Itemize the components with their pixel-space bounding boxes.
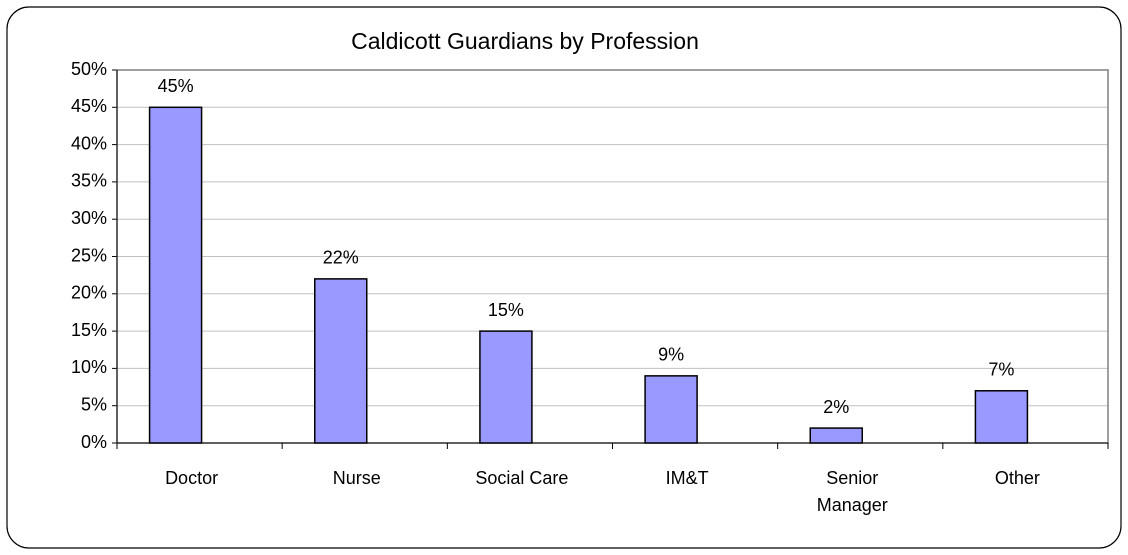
value-label: 15%: [488, 300, 524, 320]
bar: [148, 106, 203, 444]
x-tick-label: Social Care: [475, 468, 569, 488]
x-tick-label: Nurse: [332, 468, 381, 488]
y-tick-label: 35%: [71, 171, 107, 191]
y-tick-label: 0%: [81, 432, 107, 452]
x-tick-label: Doctor: [165, 468, 219, 488]
chart-border: [6, 6, 1122, 549]
value-label: 45%: [158, 76, 194, 96]
value-label: 2%: [823, 397, 849, 417]
y-tick-label: 45%: [71, 96, 107, 116]
bar: [479, 330, 533, 444]
value-label: 7%: [988, 360, 1014, 380]
y-tick-label: 20%: [71, 283, 107, 303]
y-tick-label: 30%: [71, 208, 107, 228]
value-label: 9%: [658, 345, 684, 365]
x-tick-label: Other: [994, 468, 1040, 488]
y-tick-label: 40%: [71, 133, 107, 153]
bar: [809, 427, 863, 444]
bar: [644, 375, 698, 444]
y-tick-label: 15%: [71, 320, 107, 340]
y-tick-label: 10%: [71, 357, 107, 377]
y-tick-label: 25%: [71, 245, 107, 265]
x-tick-label: Senior Manager: [816, 468, 888, 515]
bar: [974, 390, 1029, 444]
bar: [314, 278, 368, 444]
y-tick-label: 5%: [81, 394, 107, 414]
x-tick-label: IM&T: [665, 468, 709, 488]
value-label: 22%: [323, 248, 359, 268]
y-tick-label: 50%: [71, 59, 107, 79]
chart-title: Caldicott Guardians by Profession: [351, 28, 699, 54]
